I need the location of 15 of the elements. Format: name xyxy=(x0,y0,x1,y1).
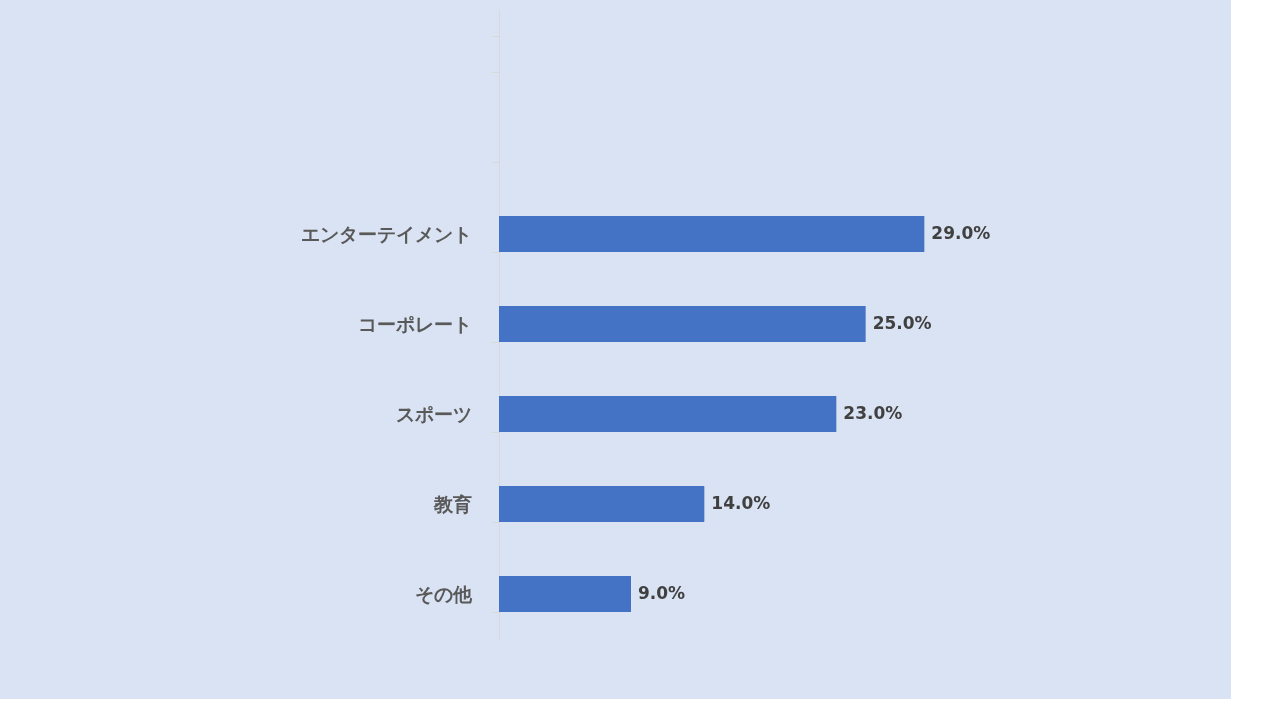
bar xyxy=(499,396,837,432)
y-tick-label: コーポレート xyxy=(357,312,472,335)
bar xyxy=(499,576,631,612)
data-label: 9.0% xyxy=(638,583,686,603)
bar xyxy=(499,306,866,342)
y-tick-label: 教育 xyxy=(432,492,472,515)
data-label: 29.0% xyxy=(931,223,991,243)
y-tick-label: その他 xyxy=(414,582,473,605)
data-label: 25.0% xyxy=(872,313,932,333)
data-label: 23.0% xyxy=(843,403,903,423)
data-label: 14.0% xyxy=(711,493,771,513)
bar xyxy=(499,216,925,252)
y-tick-label: エンターテイメント xyxy=(300,222,472,245)
y-tick-label: スポーツ xyxy=(395,402,472,425)
bar xyxy=(499,486,705,522)
